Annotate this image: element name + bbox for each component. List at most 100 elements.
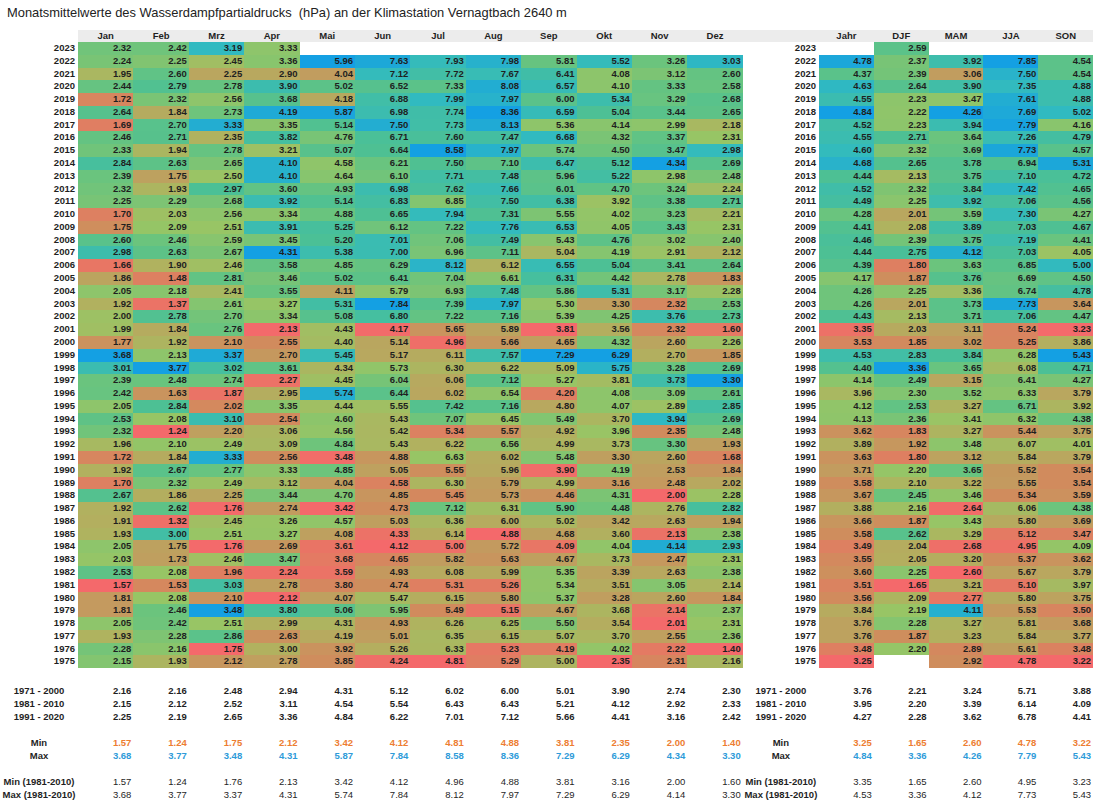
value-cell: 2.24 [78,55,133,68]
value-cell: 2.46 [133,604,188,617]
summary-value: 8.12 [410,788,465,801]
value-cell: 4.88 [355,451,410,464]
value-cell: 4.93 [355,617,410,630]
summary-value: 4.31 [300,684,355,697]
value-cell: 2.26 [687,336,742,349]
value-cell: 6.30 [410,362,465,375]
value-cell: 4.44 [300,400,355,413]
value-cell: 5.29 [466,655,521,668]
value-cell: 4.84 [300,438,355,451]
value-cell: 2.84 [133,400,188,413]
summary-value: 3.16 [632,710,687,723]
year-label: 1994 [0,413,78,426]
season-cell [983,42,1038,55]
summary-value: 3.77 [133,788,188,801]
column-header: Jan [78,30,133,42]
value-cell: 7.71 [410,170,465,183]
value-cell: 5.34 [410,425,465,438]
value-cell: 2.99 [632,119,687,132]
value-cell: 7.62 [410,183,465,196]
column-header: SON [1038,30,1093,42]
season-cell: 2.92 [929,655,984,668]
year-label: 2006 [0,259,78,272]
value-cell: 4.19 [577,246,632,259]
summary-value: 7.29 [521,749,576,762]
season-cell: 3.41 [929,413,984,426]
summary-value: 1.57 [78,736,133,749]
season-cell: 3.54 [1038,464,1093,477]
year-label: 2019 [0,93,78,106]
value-cell: 2.58 [687,80,742,93]
value-cell: 3.06 [244,425,299,438]
year-label: 2010 [0,208,78,221]
value-cell: 4.08 [577,68,632,81]
value-cell: 3.47 [632,144,687,157]
season-cell: 2.25 [874,195,929,208]
season-cell: 3.23 [929,630,984,643]
value-cell: 1.92 [78,502,133,515]
value-cell: 7.50 [466,195,521,208]
value-cell: 3.23 [632,208,687,221]
value-cell: 2.68 [687,93,742,106]
value-cell: 2.33 [78,144,133,157]
season-cell: 2.05 [874,553,929,566]
value-cell: 7.10 [466,157,521,170]
value-cell: 1.94 [687,515,742,528]
summary-value: 4.31 [244,749,299,762]
summary-value: 4.12 [355,736,410,749]
value-cell: 4.58 [300,157,355,170]
season-cell: 4.50 [1038,272,1093,285]
summary-value: 5.54 [355,697,410,710]
year-label: 1982 [0,566,78,579]
value-cell: 4.14 [577,119,632,132]
summary-value: 2.30 [687,684,742,697]
season-cell: 4.14 [819,374,874,387]
value-cell: 3.68 [78,349,133,362]
value-cell: 2.84 [78,157,133,170]
year-label: 2023 [743,42,819,55]
season-cell: 2.08 [874,221,929,234]
value-cell: 5.20 [300,234,355,247]
value-cell: 1.85 [687,349,742,362]
year-label: 1999 [0,349,78,362]
value-cell: 2.78 [189,144,244,157]
season-cell: 3.46 [929,489,984,502]
season-cell: 4.26 [819,285,874,298]
value-cell: 3.46 [244,272,299,285]
value-cell: 1.81 [78,604,133,617]
value-cell: 7.48 [466,170,521,183]
seasonal-summary: 1971 - 20003.762.213.245.713.881981 - 20… [743,684,1093,801]
value-cell: 2.77 [189,464,244,477]
year-label: 1984 [743,540,819,553]
season-cell: 4.88 [1038,93,1093,106]
value-cell: 2.56 [189,208,244,221]
value-cell: 8.12 [410,259,465,272]
season-cell: 6.74 [983,285,1038,298]
summary-value: 2.21 [874,684,929,697]
year-label: 2001 [743,323,819,336]
value-cell: 6.29 [577,349,632,362]
value-cell: 4.48 [577,502,632,515]
value-cell: 2.99 [244,617,299,630]
value-cell: 7.97 [466,144,521,157]
value-cell: 4.64 [300,170,355,183]
value-cell: 3.10 [189,413,244,426]
value-cell: 2.95 [244,387,299,400]
value-cell: 3.60 [577,528,632,541]
value-cell: 2.24 [244,566,299,579]
summary-value: 4.34 [632,749,687,762]
year-label: 1995 [743,400,819,413]
value-cell: 4.99 [521,477,576,490]
value-cell: 1.24 [133,425,188,438]
value-cell: 2.45 [189,515,244,528]
value-cell: 5.22 [577,170,632,183]
value-cell: 2.38 [687,566,742,579]
summary-value: 3.37 [189,788,244,801]
value-cell: 5.31 [577,285,632,298]
season-cell: 2.64 [874,80,929,93]
year-label: 2004 [743,285,819,298]
season-cell: 1.80 [874,259,929,272]
value-cell: 5.55 [521,208,576,221]
value-cell: 3.27 [244,528,299,541]
summary-value: 3.22 [1038,736,1093,749]
